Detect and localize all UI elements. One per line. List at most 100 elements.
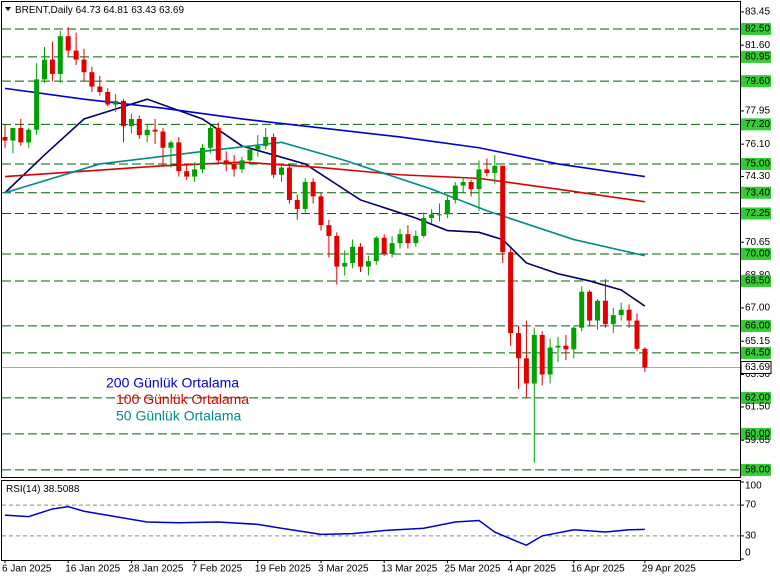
candle-body — [547, 347, 553, 375]
candle-body — [176, 142, 182, 172]
candle-body — [587, 291, 593, 321]
rsi-header: RSI(14) 38.5088 — [6, 484, 80, 495]
y-tick-label: 75.00 — [745, 159, 770, 170]
candle-body — [239, 160, 245, 170]
level-box — [741, 391, 771, 404]
candle-body — [263, 136, 269, 146]
symbol-text: BRENT,Daily — [15, 5, 73, 16]
x-tick-label: 28 Jan 2025 — [128, 564, 183, 575]
candle-body — [192, 169, 198, 177]
y-tick-label: 74.30 — [745, 171, 770, 182]
candle-body — [452, 185, 458, 200]
level-box — [741, 463, 771, 476]
candle-body — [121, 100, 126, 127]
candle-body — [113, 100, 119, 105]
x-tick-label: 13 Mar 2025 — [381, 564, 438, 575]
y-tick-label: 72.25 — [745, 208, 770, 219]
y-tick-label: 63.30 — [745, 369, 770, 380]
y-tick-label: 64.50 — [745, 348, 770, 359]
candle-body — [334, 235, 340, 267]
current-price-label: 63.69 — [745, 362, 770, 373]
candle-body — [618, 309, 624, 316]
y-tick-label: 83.45 — [745, 7, 770, 18]
candle-body — [342, 262, 348, 267]
x-tick-label: 29 Apr 2025 — [642, 564, 696, 575]
level-box — [741, 427, 771, 440]
level-box — [741, 207, 771, 220]
candle-body — [81, 59, 87, 73]
candle-body — [168, 142, 174, 148]
rsi-frame — [1, 480, 741, 561]
header-ohlc: 63.43 — [131, 5, 156, 16]
candle-body — [2, 136, 8, 141]
rsi-tick-label: 0 — [745, 548, 751, 559]
y-tick-label: 73.40 — [745, 187, 770, 198]
candle-body — [57, 36, 63, 74]
candle-body — [642, 348, 648, 368]
candle-body — [484, 169, 490, 173]
header-ohlc: 63.69 — [159, 5, 184, 16]
y-tick-label: 58.00 — [745, 465, 770, 476]
candle-body — [318, 196, 324, 226]
candle-body — [634, 320, 640, 349]
candle-body — [326, 225, 332, 236]
level-box — [741, 346, 771, 359]
y-tick-label: 67.00 — [745, 303, 770, 314]
candle-body — [97, 86, 103, 92]
candle-body — [89, 72, 95, 87]
rsi-line — [4, 505, 645, 546]
y-tick-label: 68.50 — [745, 276, 770, 287]
candle-body — [200, 147, 205, 170]
candle-body — [49, 59, 55, 74]
candle-body — [34, 79, 40, 130]
legend-entry: 200 Günlük Ortalama — [106, 375, 239, 391]
x-tick-label: 16 Apr 2025 — [571, 564, 625, 575]
y-tick-label: 79.60 — [745, 76, 770, 87]
y-tick-label: 77.95 — [745, 106, 770, 117]
candle-body — [223, 160, 229, 164]
level-box — [741, 157, 771, 170]
candle-body — [381, 237, 387, 254]
candle-body — [26, 129, 32, 143]
candle-body — [73, 50, 79, 60]
candle-body — [215, 127, 221, 161]
header-ohlc: 64.73 — [76, 5, 101, 16]
candle-body — [595, 300, 600, 321]
candle-body — [492, 165, 498, 173]
candle-body — [144, 129, 150, 136]
legend-entry: 50 Günlük Ortalama — [116, 408, 241, 424]
candle-body — [231, 163, 237, 170]
candle-body — [18, 127, 24, 143]
rsi-tick-label: 70 — [745, 500, 757, 511]
y-tick-label: 80.95 — [745, 52, 770, 63]
candle-body — [373, 237, 379, 262]
candle-body — [476, 169, 482, 190]
x-tick-label: 4 Apr 2025 — [508, 564, 557, 575]
candle-body — [563, 345, 569, 350]
y-tick-label: 82.50 — [745, 24, 770, 35]
candle-body — [152, 129, 158, 132]
candle-body — [207, 127, 213, 148]
y-tick-label: 62.00 — [745, 393, 770, 404]
menu-arrow — [5, 7, 11, 11]
candle-body — [365, 261, 371, 267]
candle-body — [508, 252, 514, 334]
candle-body — [271, 136, 277, 175]
moving-average — [4, 98, 646, 307]
rsi-tick-label: 100 — [745, 481, 762, 492]
moving-average — [4, 87, 646, 178]
candle-body — [579, 291, 585, 328]
level-box — [741, 75, 771, 88]
x-tick-label: 6 Jan 2025 — [2, 564, 52, 575]
candle-body — [516, 333, 521, 359]
moving-average — [4, 141, 646, 257]
x-tick-label: 19 Feb 2025 — [255, 564, 312, 575]
y-tick-label: 65.15 — [745, 336, 770, 347]
candle-body — [429, 214, 435, 218]
y-tick-label: 77.20 — [745, 119, 770, 130]
candle-body — [626, 309, 632, 321]
rsi-tick-label: 30 — [745, 531, 757, 542]
candle-body — [405, 234, 411, 244]
rsi-value: 38.5088 — [43, 484, 80, 495]
